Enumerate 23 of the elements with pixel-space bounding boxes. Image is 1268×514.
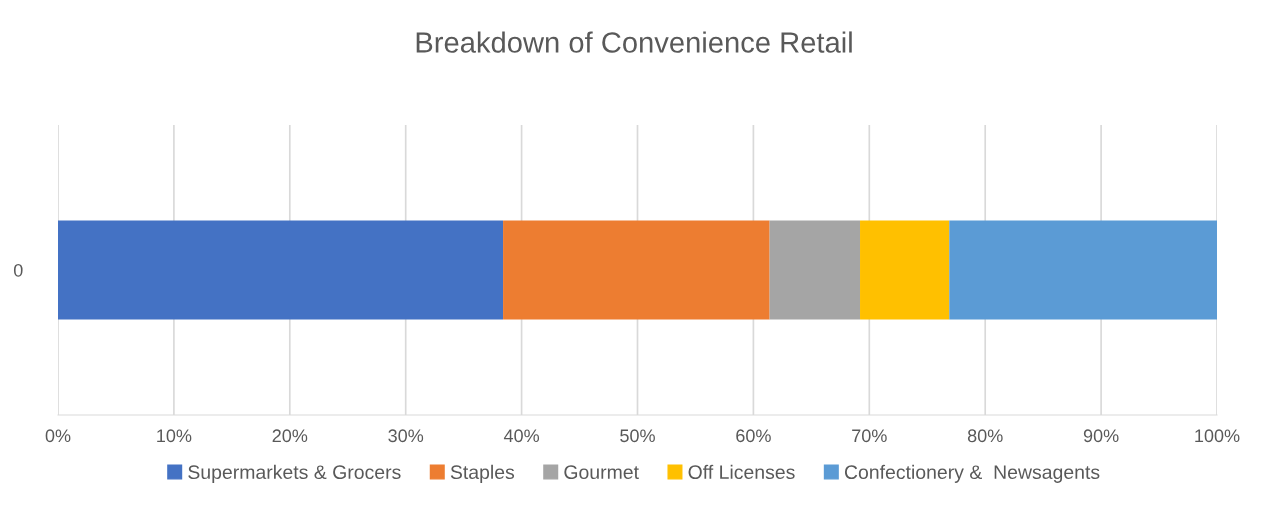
legend-label: Supermarkets & Grocers bbox=[188, 464, 401, 483]
legend-label: Staples bbox=[450, 464, 515, 483]
bar bbox=[860, 220, 950, 320]
x-tick-label: 60% bbox=[736, 429, 771, 443]
bar bbox=[58, 220, 504, 320]
x-tick-label: 100% bbox=[1195, 429, 1240, 443]
y-tick-label: 0 bbox=[13, 263, 23, 277]
x-tick-label: 50% bbox=[620, 429, 655, 443]
x-tick-label: 30% bbox=[388, 429, 424, 443]
x-tick-label: 10% bbox=[157, 429, 192, 443]
x-tick-label: 40% bbox=[503, 429, 540, 443]
legend-label: Confectionery & Newsagents bbox=[844, 464, 1100, 483]
x-tick-label: 90% bbox=[1083, 429, 1119, 443]
legend-label: Off Licenses bbox=[688, 464, 795, 480]
x-tick-label: 80% bbox=[967, 429, 1003, 443]
x-tick-label: 0% bbox=[45, 429, 71, 443]
bar bbox=[949, 220, 1217, 320]
legend-label: Gourmet bbox=[564, 465, 639, 480]
chart-title: Breakdown of Convenience Retail bbox=[416, 31, 852, 53]
x-tick-label: 70% bbox=[852, 429, 887, 443]
x-tick-label: 20% bbox=[272, 429, 308, 443]
bar bbox=[769, 220, 861, 320]
bar bbox=[503, 220, 770, 320]
